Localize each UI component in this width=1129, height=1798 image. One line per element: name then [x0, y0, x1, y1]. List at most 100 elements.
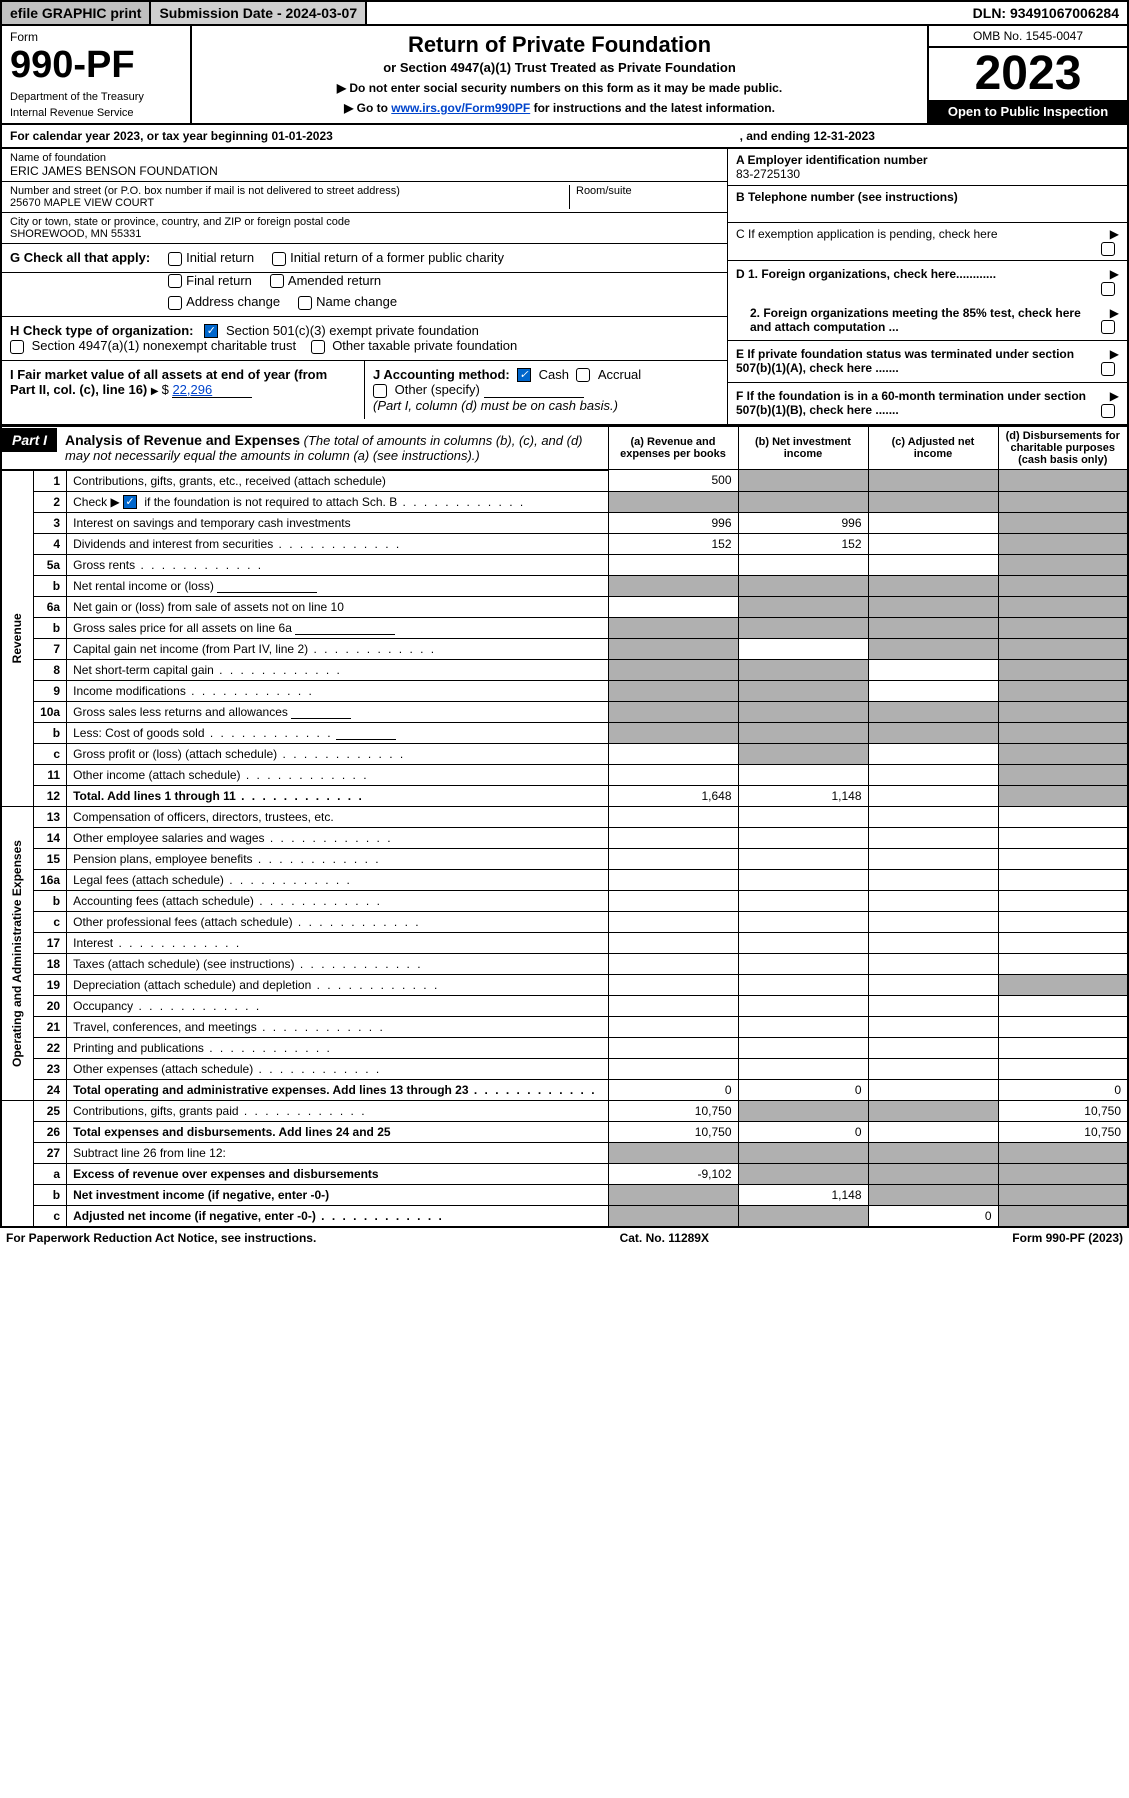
form-year-block: OMB No. 1545-0047 2023 Open to Public In…: [927, 26, 1127, 123]
row-24: 24 Total operating and administrative ex…: [1, 1080, 1128, 1101]
j-accrual-checkbox[interactable]: [576, 368, 590, 382]
row-3: 3 Interest on savings and temporary cash…: [1, 513, 1128, 534]
inst2-post: for instructions and the latest informat…: [530, 101, 775, 115]
cal-begin: For calendar year 2023, or tax year begi…: [10, 129, 333, 143]
h-501c3: Section 501(c)(3) exempt private foundat…: [226, 323, 479, 338]
city: SHOREWOOD, MN 55331: [10, 228, 719, 240]
row-27: 27 Subtract line 26 from line 12:: [1, 1143, 1128, 1164]
h-other-checkbox[interactable]: [311, 340, 325, 354]
h-check-row: H Check type of organization: Section 50…: [2, 317, 727, 361]
e-checkbox[interactable]: [1101, 362, 1115, 376]
row-15: 15Pension plans, employee benefits: [1, 849, 1128, 870]
form-id-block: Form 990-PF Department of the Treasury I…: [2, 26, 192, 123]
j-accrual: Accrual: [598, 367, 641, 382]
row-10a: 10a Gross sales less returns and allowan…: [1, 702, 1128, 723]
row-20: 20Occupancy: [1, 996, 1128, 1017]
row-19: 19Depreciation (attach schedule) and dep…: [1, 975, 1128, 996]
g-initial-checkbox[interactable]: [168, 252, 182, 266]
entity-info-block: Name of foundation ERIC JAMES BENSON FOU…: [0, 149, 1129, 426]
h-4947-checkbox[interactable]: [10, 340, 24, 354]
ij-row: I Fair market value of all assets at end…: [2, 361, 727, 419]
sch-b-checkbox[interactable]: [123, 495, 137, 509]
row-16b: bAccounting fees (attach schedule): [1, 891, 1128, 912]
h-label: H Check type of organization:: [10, 323, 193, 338]
g-final-checkbox[interactable]: [168, 274, 182, 288]
j-note: (Part I, column (d) must be on cash basi…: [373, 398, 618, 413]
d1-checkbox[interactable]: [1101, 282, 1115, 296]
col-c-header: (c) Adjusted net income: [868, 427, 998, 470]
d2-checkbox[interactable]: [1101, 320, 1115, 334]
room-label: Room/suite: [576, 185, 719, 197]
row-1: Revenue 1 Contributions, gifts, grants, …: [1, 470, 1128, 492]
row-7: 7 Capital gain net income (from Part IV,…: [1, 639, 1128, 660]
form-word: Form: [10, 30, 182, 44]
h-other: Other taxable private foundation: [332, 338, 517, 353]
submission-date: Submission Date - 2024-03-07: [151, 2, 367, 24]
row-21: 21Travel, conferences, and meetings: [1, 1017, 1128, 1038]
city-cell: City or town, state or province, country…: [2, 213, 727, 244]
open-to-public: Open to Public Inspection: [929, 100, 1127, 123]
footer-right: Form 990-PF (2023): [1012, 1231, 1123, 1245]
e-label: E If private foundation status was termi…: [736, 347, 1074, 375]
h-501c3-checkbox[interactable]: [204, 324, 218, 338]
ein: 83-2725130: [736, 167, 800, 181]
g-name-checkbox[interactable]: [298, 296, 312, 310]
row-5b: b Net rental income or (loss): [1, 576, 1128, 597]
row-27a: a Excess of revenue over expenses and di…: [1, 1164, 1128, 1185]
irs-form-link[interactable]: www.irs.gov/Form990PF: [391, 101, 530, 115]
row-8: 8 Net short-term capital gain: [1, 660, 1128, 681]
c-checkbox[interactable]: [1101, 242, 1115, 256]
calendar-year-row: For calendar year 2023, or tax year begi…: [0, 125, 1129, 149]
row-23: 23Other expenses (attach schedule): [1, 1059, 1128, 1080]
g-address-checkbox[interactable]: [168, 296, 182, 310]
j-cash: Cash: [539, 367, 569, 382]
d-cell: D 1. Foreign organizations, check here..…: [728, 261, 1127, 342]
j-other-checkbox[interactable]: [373, 384, 387, 398]
city-label: City or town, state or province, country…: [10, 216, 719, 228]
row-5a: 5a Gross rents: [1, 555, 1128, 576]
row-10b: b Less: Cost of goods sold: [1, 723, 1128, 744]
row-9: 9 Income modifications: [1, 681, 1128, 702]
c-cell: C If exemption application is pending, c…: [728, 223, 1127, 261]
g-amended-checkbox[interactable]: [270, 274, 284, 288]
g-final: Final return: [186, 273, 252, 288]
address-cell: Number and street (or P.O. box number if…: [2, 182, 727, 213]
cal-end: , and ending 12-31-2023: [740, 129, 875, 143]
b-label: B Telephone number (see instructions): [736, 190, 958, 204]
part1-badge: Part I: [2, 428, 57, 452]
form-subtitle: or Section 4947(a)(1) Trust Treated as P…: [204, 60, 915, 75]
g-initial-public: Initial return of a former public charit…: [290, 250, 504, 265]
d2-label: 2. Foreign organizations meeting the 85%…: [750, 306, 1081, 334]
header-bar: efile GRAPHIC print Submission Date - 20…: [0, 0, 1129, 26]
row-10c: c Gross profit or (loss) (attach schedul…: [1, 744, 1128, 765]
col-a-header: (a) Revenue and expenses per books: [608, 427, 738, 470]
g-initial-public-checkbox[interactable]: [272, 252, 286, 266]
f-cell: F If the foundation is in a 60-month ter…: [728, 383, 1127, 424]
g-check-row: G Check all that apply: Initial return I…: [2, 244, 727, 273]
e-cell: E If private foundation status was termi…: [728, 341, 1127, 383]
efile-label: efile GRAPHIC print: [2, 2, 151, 24]
tax-year: 2023: [929, 48, 1127, 100]
footer-mid: Cat. No. 11289X: [620, 1231, 709, 1245]
col-b-header: (b) Net investment income: [738, 427, 868, 470]
form-number: 990-PF: [10, 44, 182, 87]
j-cash-checkbox[interactable]: [517, 368, 531, 382]
omb-number: OMB No. 1545-0047: [929, 26, 1127, 48]
b-phone-cell: B Telephone number (see instructions): [728, 186, 1127, 223]
part1-table: Part I Analysis of Revenue and Expenses …: [0, 426, 1129, 1228]
dept-treasury: Department of the Treasury: [10, 91, 182, 103]
name-label: Name of foundation: [10, 152, 719, 164]
foundation-name: ERIC JAMES BENSON FOUNDATION: [10, 164, 719, 178]
instruction-goto: ▶ Go to www.irs.gov/Form990PF for instru…: [204, 101, 915, 115]
row-16a: 16aLegal fees (attach schedule): [1, 870, 1128, 891]
g-address: Address change: [186, 294, 280, 309]
j-label: J Accounting method:: [373, 367, 510, 382]
col-d-header: (d) Disbursements for charitable purpose…: [998, 427, 1128, 470]
row-4: 4 Dividends and interest from securities…: [1, 534, 1128, 555]
dln: DLN: 93491067006284: [965, 2, 1127, 24]
form-header: Form 990-PF Department of the Treasury I…: [0, 26, 1129, 125]
i-value[interactable]: 22,296: [172, 382, 252, 398]
foundation-name-cell: Name of foundation ERIC JAMES BENSON FOU…: [2, 149, 727, 182]
f-checkbox[interactable]: [1101, 404, 1115, 418]
instruction-ssn: ▶ Do not enter social security numbers o…: [204, 81, 915, 95]
